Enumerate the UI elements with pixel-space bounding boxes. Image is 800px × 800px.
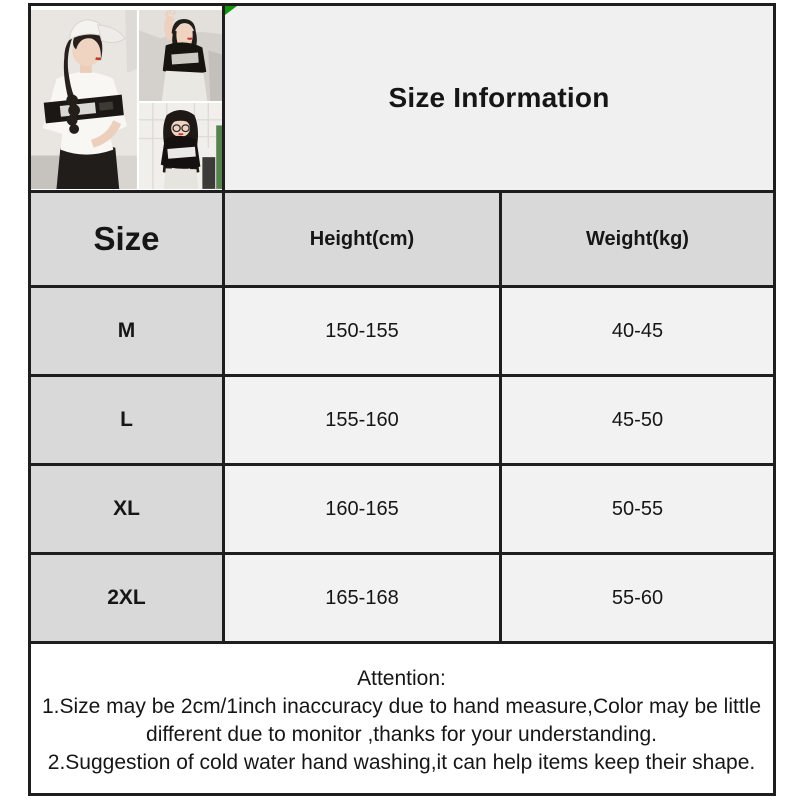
table-row-2xl: 2XL 165-168 55-60 bbox=[28, 552, 776, 644]
size-information-table: Size Information Size Height(cm) Weight(… bbox=[28, 3, 776, 796]
size-label: 2XL bbox=[28, 552, 225, 644]
product-photo-main bbox=[31, 9, 137, 189]
product-photo-bottom bbox=[138, 102, 222, 189]
table-row-xl: XL 160-165 50-55 bbox=[28, 463, 776, 555]
size-label: L bbox=[28, 374, 225, 466]
photo-collage-right-column bbox=[138, 9, 222, 189]
height-value: 155-160 bbox=[222, 374, 502, 466]
size-information-header-cell: Size Information bbox=[222, 3, 776, 193]
attention-notes-cell: Attention: 1.Size may be 2cm/1inch inacc… bbox=[28, 641, 776, 796]
green-corner-triangle-icon bbox=[225, 6, 237, 15]
photo-white-tee-model-illustration bbox=[31, 9, 137, 189]
weight-value: 40-45 bbox=[499, 285, 776, 377]
attention-notes: Attention: 1.Size may be 2cm/1inch inacc… bbox=[31, 660, 773, 777]
product-photo-collage bbox=[28, 3, 225, 193]
attention-title: Attention: bbox=[357, 667, 446, 690]
weight-value: 55-60 bbox=[499, 552, 776, 644]
weight-value: 50-55 bbox=[499, 463, 776, 555]
column-header-weight: Weight(kg) bbox=[499, 190, 776, 288]
column-header-size: Size bbox=[28, 190, 225, 288]
column-header-height: Height(cm) bbox=[222, 190, 502, 288]
table-row-l: L 155-160 45-50 bbox=[28, 374, 776, 466]
photo-black-tee-glasses-illustration bbox=[138, 102, 222, 189]
product-photo-top bbox=[138, 9, 222, 101]
page-title: Size Information bbox=[388, 82, 610, 113]
photo-black-tee-waving-illustration bbox=[138, 9, 222, 101]
size-label: XL bbox=[28, 463, 225, 555]
size-chart-sheet: Size Information Size Height(cm) Weight(… bbox=[28, 3, 776, 796]
height-value: 165-168 bbox=[222, 552, 502, 644]
table-row-m: M 150-155 40-45 bbox=[28, 285, 776, 377]
height-value: 150-155 bbox=[222, 285, 502, 377]
size-label: M bbox=[28, 285, 225, 377]
photo-collage-grid bbox=[31, 7, 222, 189]
weight-value: 45-50 bbox=[499, 374, 776, 466]
height-value: 160-165 bbox=[222, 463, 502, 555]
attention-line-1: 1.Size may be 2cm/1inch inaccuracy due t… bbox=[41, 695, 762, 746]
attention-line-2: 2.Suggestion of cold water hand washing,… bbox=[47, 751, 756, 774]
